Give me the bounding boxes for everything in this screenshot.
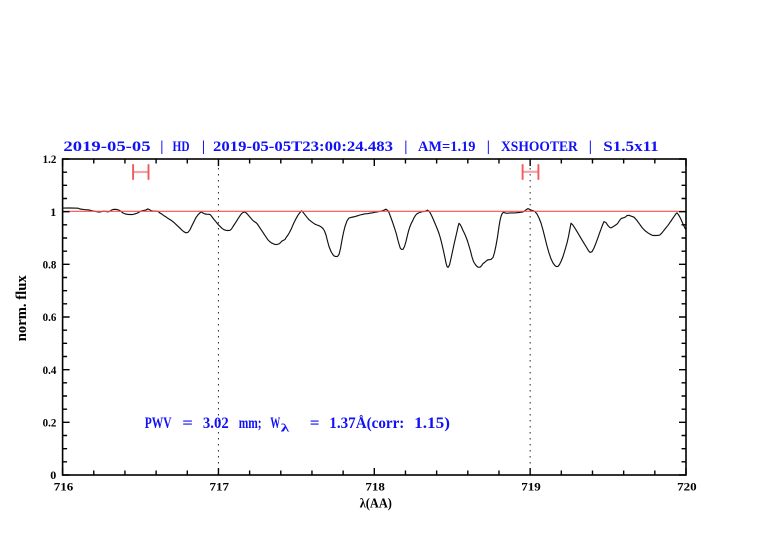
svg-text:0.4: 0.4 <box>43 363 57 377</box>
svg-text:1: 1 <box>50 205 56 219</box>
svg-text:W: W <box>270 415 280 432</box>
svg-text:0.8: 0.8 <box>43 257 57 271</box>
svg-text:|: | <box>202 139 205 155</box>
svg-text:S1.5x11: S1.5x11 <box>603 139 658 155</box>
svg-text:1.2: 1.2 <box>43 152 57 166</box>
svg-text:AM=1.19: AM=1.19 <box>418 139 476 155</box>
svg-text:|: | <box>404 139 407 155</box>
svg-text:HD: HD <box>173 139 190 155</box>
svg-text:0.6: 0.6 <box>43 310 57 324</box>
svg-text:719: 719 <box>521 479 541 493</box>
svg-text:norm. flux: norm. flux <box>14 275 30 341</box>
svg-text:717: 717 <box>210 479 230 493</box>
svg-text:PWV: PWV <box>145 415 172 432</box>
svg-text:λ(AA): λ(AA) <box>360 496 392 511</box>
svg-text:718: 718 <box>365 479 385 493</box>
svg-text:|: | <box>589 139 592 155</box>
svg-text:=: = <box>182 415 193 432</box>
svg-text:mm;: mm; <box>239 415 262 432</box>
svg-text:716: 716 <box>54 479 74 493</box>
svg-text:|: | <box>160 139 163 155</box>
svg-text:XSHOOTER: XSHOOTER <box>501 139 578 155</box>
svg-text:|: | <box>487 139 490 155</box>
svg-text:3.02: 3.02 <box>203 415 229 432</box>
svg-text:720: 720 <box>677 479 697 493</box>
svg-text:1.37Å(corr:: 1.37Å(corr: <box>329 415 404 432</box>
svg-text:0.2: 0.2 <box>43 415 57 429</box>
svg-text:0: 0 <box>50 468 56 482</box>
svg-text:=: = <box>310 415 320 432</box>
svg-text:1.15): 1.15) <box>414 415 450 432</box>
svg-text:λ: λ <box>281 421 290 435</box>
svg-text:2019-05-05: 2019-05-05 <box>63 139 150 155</box>
svg-text:2019-05-05T23:00:24.483: 2019-05-05T23:00:24.483 <box>213 139 393 155</box>
